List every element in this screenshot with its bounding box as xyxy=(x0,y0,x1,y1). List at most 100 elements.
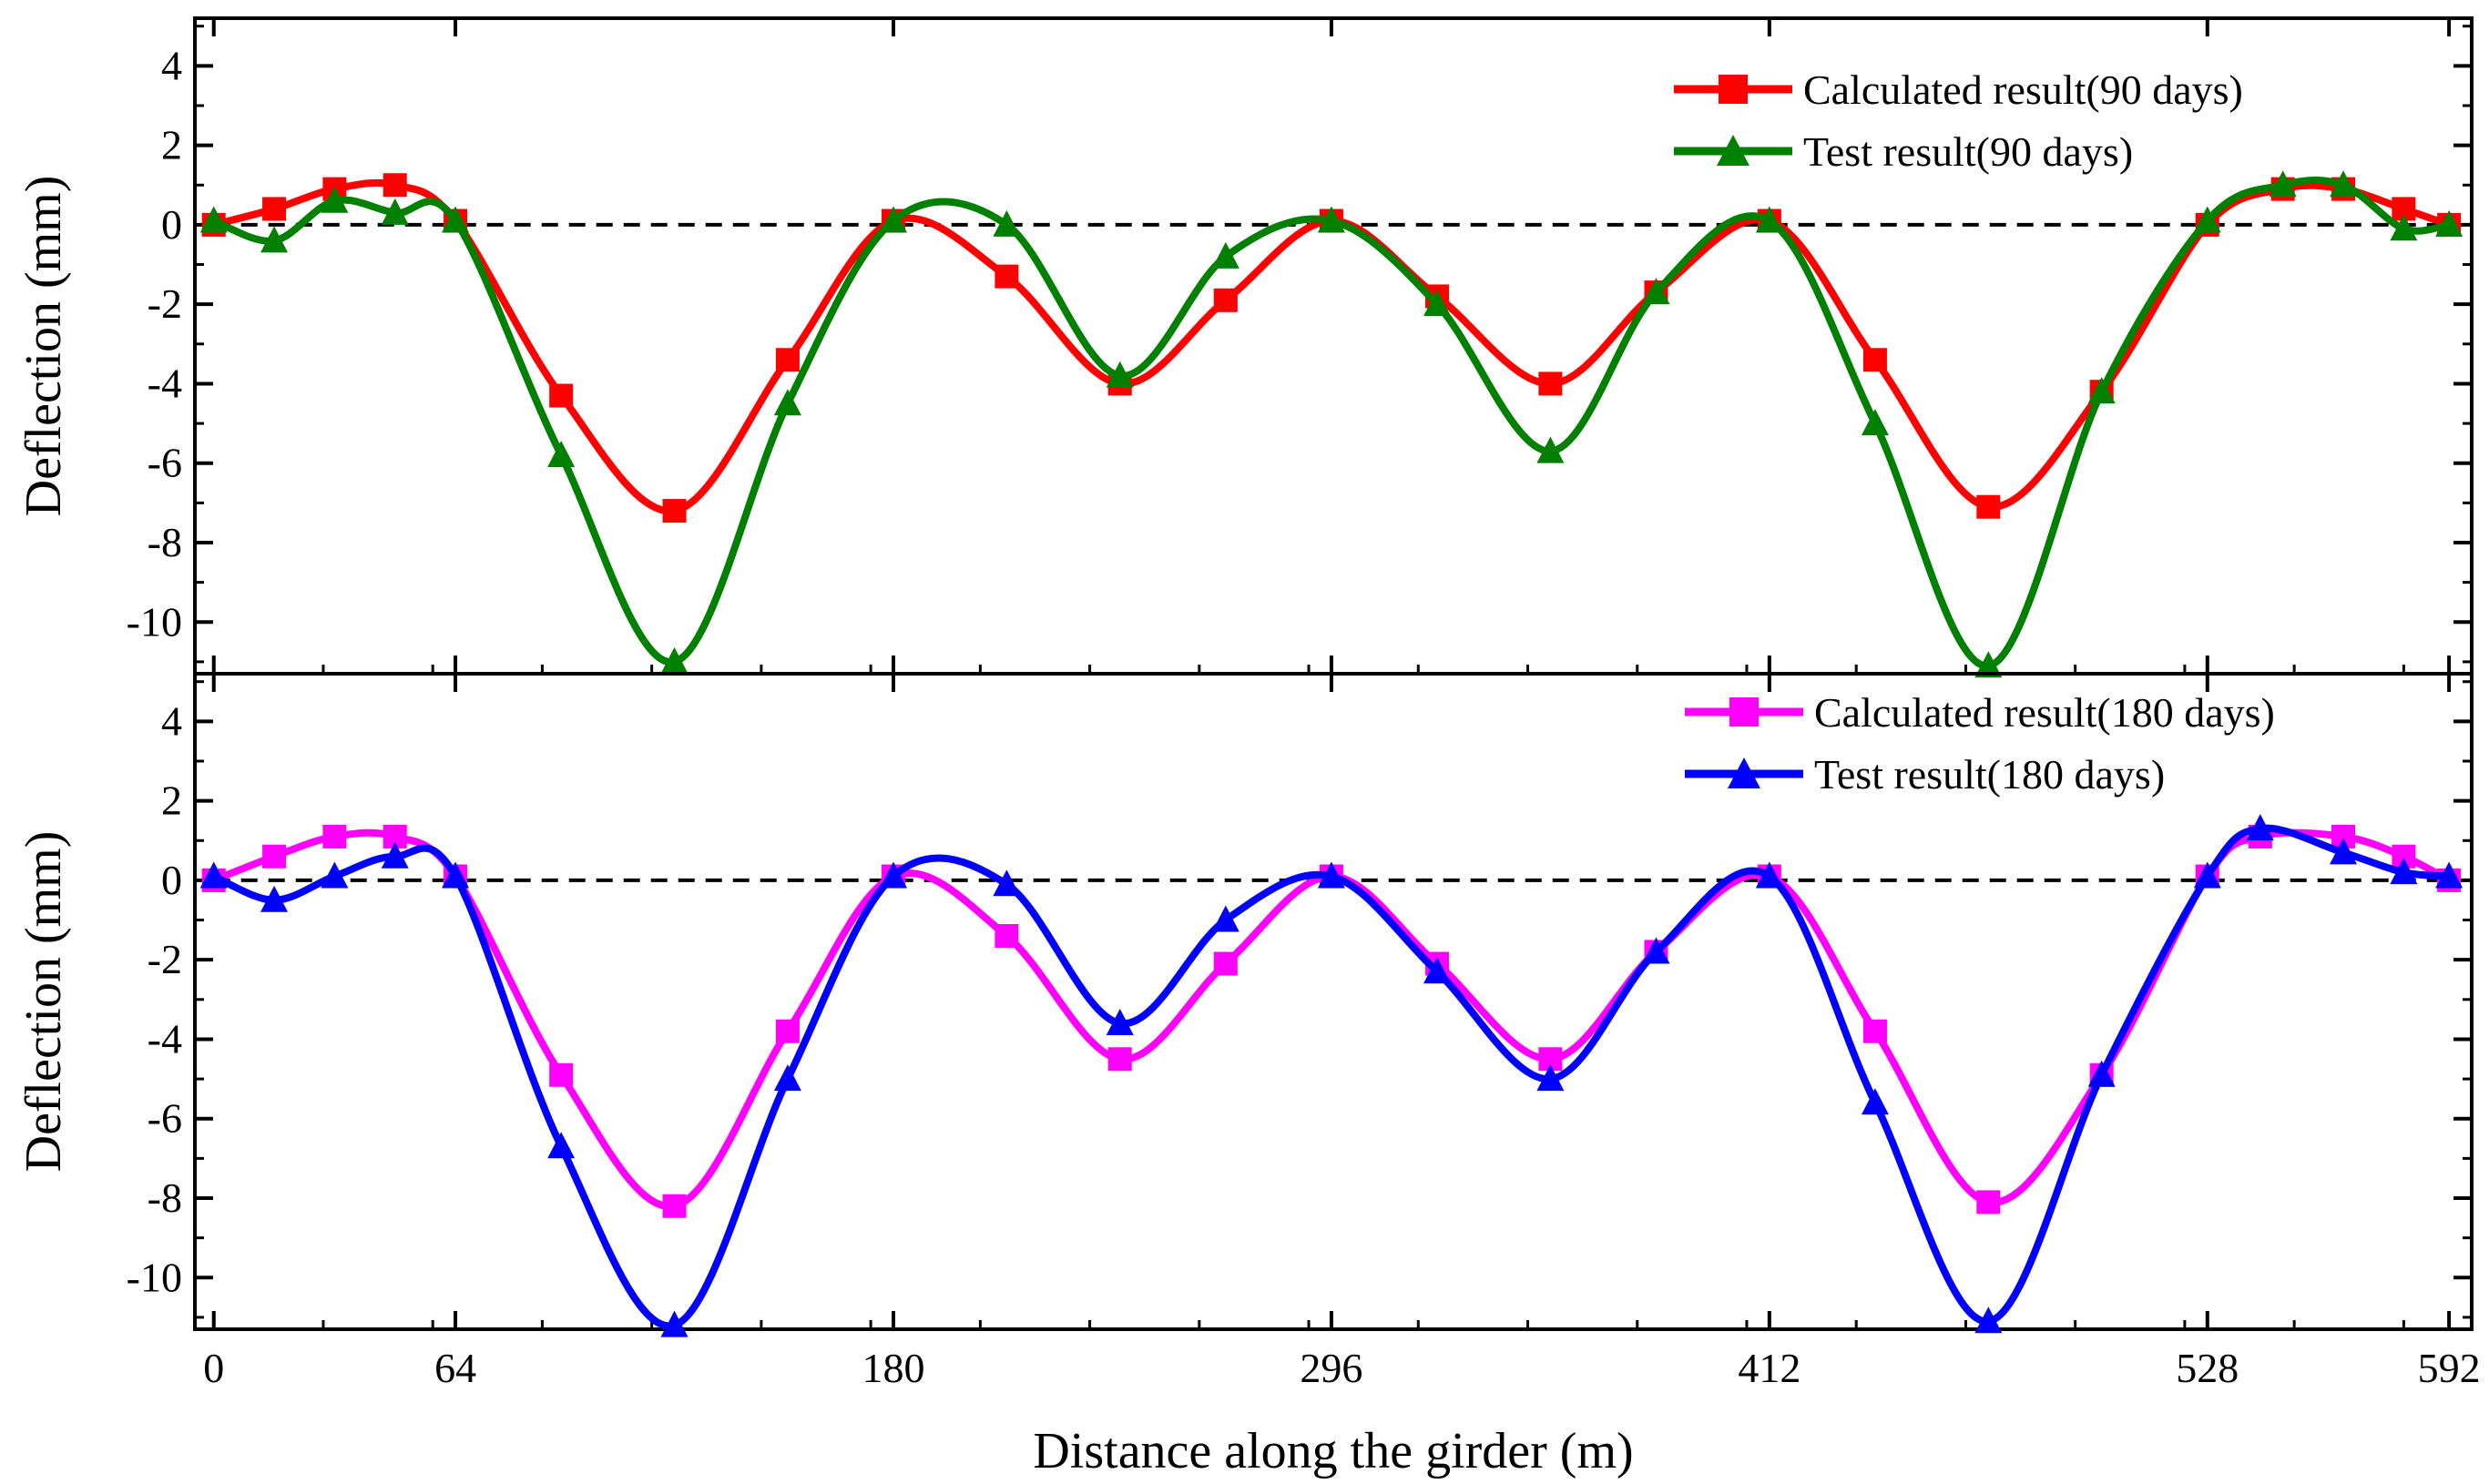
bottom-data-point-triangle xyxy=(2087,1060,2116,1087)
bottom-data-point-triangle xyxy=(260,885,289,912)
top-data-point-triangle xyxy=(1974,651,2003,678)
bottom-panel: 4 2 0 -2 -4 -6 -8 -10 0 64 180 296 412 528 592 Deflec… xyxy=(15,672,2481,1479)
top-data-point-square xyxy=(1538,371,1563,396)
bottom-y-tick-label: -10 xyxy=(127,1254,182,1300)
top-series-test xyxy=(199,170,2463,678)
bottom-y-axis: 4 2 0 -2 -4 -6 -8 -10 xyxy=(127,680,2472,1319)
top-data-point-triangle xyxy=(1642,278,1670,305)
bottom-data-point-triangle xyxy=(199,861,228,889)
top-data-point-triangle xyxy=(199,206,228,233)
bottom-x-axis: 0 64 180 296 412 528 592 xyxy=(203,674,2481,1391)
top-data-point-triangle xyxy=(1317,206,1345,233)
bottom-data-point-triangle xyxy=(381,841,409,869)
legend-label-test-90: Test result(90 days) xyxy=(1803,128,2133,175)
bottom-series-line-test xyxy=(212,824,2450,1330)
top-data-point-square xyxy=(1862,348,1887,372)
top-y-tick-label: -2 xyxy=(148,280,182,327)
top-data-point-triangle xyxy=(381,198,409,225)
top-y-tick-label: -10 xyxy=(127,598,182,645)
bottom-data-point-triangle xyxy=(2193,861,2221,889)
bottom-data-point-triangle xyxy=(773,1064,801,1092)
legend-entry-calc-90: Calculated result(90 days) xyxy=(1674,66,2243,113)
top-y-tick-label: 0 xyxy=(161,201,182,248)
top-data-point-triangle xyxy=(1106,361,1134,388)
bottom-y-tick-label: -8 xyxy=(148,1174,182,1221)
top-y-tick-label: -8 xyxy=(148,519,182,565)
top-data-point-square xyxy=(1976,494,2001,519)
top-data-point-triangle xyxy=(1211,241,1239,269)
bottom-data-point-triangle xyxy=(1423,957,1452,984)
legend-label-calc-180: Calculated result(180 days) xyxy=(1814,689,2275,736)
bottom-data-point-triangle xyxy=(2435,861,2463,889)
bottom-y-axis-title: Deflection (mm) xyxy=(15,831,72,1173)
bottom-data-point-triangle xyxy=(1106,1009,1134,1035)
bottom-data-point-triangle xyxy=(1861,1088,1889,1115)
legend-entry-test-180: Test result(180 days) xyxy=(1685,751,2165,798)
x-tick-label: 0 xyxy=(203,1345,224,1391)
top-data-point-square xyxy=(549,383,574,408)
top-y-tick-label: -6 xyxy=(148,440,182,486)
top-y-tick-label: -4 xyxy=(148,360,182,406)
top-data-point-triangle xyxy=(547,441,576,467)
bottom-data-point-triangle xyxy=(2246,814,2274,841)
bottom-plot-frame xyxy=(193,672,2474,1331)
top-data-point-triangle xyxy=(1861,409,1889,436)
bottom-data-point-square xyxy=(1976,1190,2001,1215)
top-data-point-triangle xyxy=(1423,290,1452,317)
bottom-data-point-triangle xyxy=(321,861,349,889)
x-tick-label: 592 xyxy=(2418,1345,2481,1391)
top-data-point-triangle xyxy=(660,646,689,674)
top-data-point-square xyxy=(662,499,687,523)
top-data-point-square xyxy=(995,264,1019,289)
bottom-data-point-triangle xyxy=(2330,838,2358,865)
x-axis-title: Distance along the girder (m) xyxy=(1033,1423,1633,1479)
bottom-data-point-square xyxy=(662,1194,687,1218)
bottom-series-layer xyxy=(199,814,2463,1337)
x-tick-label: 412 xyxy=(1738,1345,1800,1391)
bottom-y-tick-label: 4 xyxy=(161,697,182,744)
top-data-point-square xyxy=(262,197,287,221)
bottom-data-point-square xyxy=(775,1019,800,1043)
legend-entry-calc-180: Calculated result(180 days) xyxy=(1685,689,2275,736)
bottom-series-test xyxy=(199,814,2463,1337)
bottom-y-tick-label: 2 xyxy=(161,778,182,824)
x-tick-label: 180 xyxy=(862,1345,924,1391)
top-data-point-square xyxy=(1213,288,1238,312)
legend-marker-test-90 xyxy=(1717,135,1749,166)
top-data-point-square xyxy=(775,348,800,372)
top-legend: Calculated result(90 days) Test result(9… xyxy=(1674,66,2243,175)
top-data-point-square xyxy=(383,173,407,198)
bottom-data-point-square xyxy=(1213,951,1238,976)
top-data-point-triangle xyxy=(2193,206,2221,233)
bottom-series-line-calculated xyxy=(212,828,2452,1211)
top-data-point-triangle xyxy=(1755,206,1783,233)
legend-entry-test-90: Test result(90 days) xyxy=(1674,128,2133,175)
top-data-point-triangle xyxy=(442,206,470,233)
bottom-data-point-square xyxy=(549,1062,574,1087)
bottom-y-tick-label: -4 xyxy=(148,1015,182,1062)
x-tick-label: 528 xyxy=(2176,1345,2239,1391)
top-y-tick-label: 4 xyxy=(161,42,182,88)
legend-marker-calc-90 xyxy=(1719,75,1748,104)
bottom-y-tick-label: 0 xyxy=(161,857,182,903)
top-panel: 4 2 0 -2 -4 -6 -8 -10 Deflection (mm) Calculate… xyxy=(15,16,2474,678)
bottom-data-point-triangle xyxy=(1755,861,1783,889)
top-data-point-triangle xyxy=(2269,170,2297,198)
bottom-data-point-square xyxy=(1107,1047,1132,1072)
bottom-data-point-square xyxy=(322,824,347,849)
bottom-data-point-square xyxy=(1862,1019,1887,1043)
top-y-axis: 4 2 0 -2 -4 -6 -8 -10 xyxy=(127,18,2472,674)
bottom-data-point-triangle xyxy=(879,861,907,889)
top-y-tick-label: 2 xyxy=(161,122,182,168)
bottom-y-tick-label: -6 xyxy=(148,1095,182,1142)
bottom-data-point-triangle xyxy=(660,1310,689,1337)
bottom-data-point-square xyxy=(262,844,287,869)
top-data-point-triangle xyxy=(993,209,1021,237)
bottom-data-point-triangle xyxy=(442,861,470,889)
legend-marker-calc-180 xyxy=(1729,697,1759,727)
top-data-point-triangle xyxy=(773,389,801,416)
top-series-layer xyxy=(199,170,2463,678)
top-data-point-triangle xyxy=(879,206,907,233)
bottom-data-point-triangle xyxy=(1536,1064,1565,1092)
